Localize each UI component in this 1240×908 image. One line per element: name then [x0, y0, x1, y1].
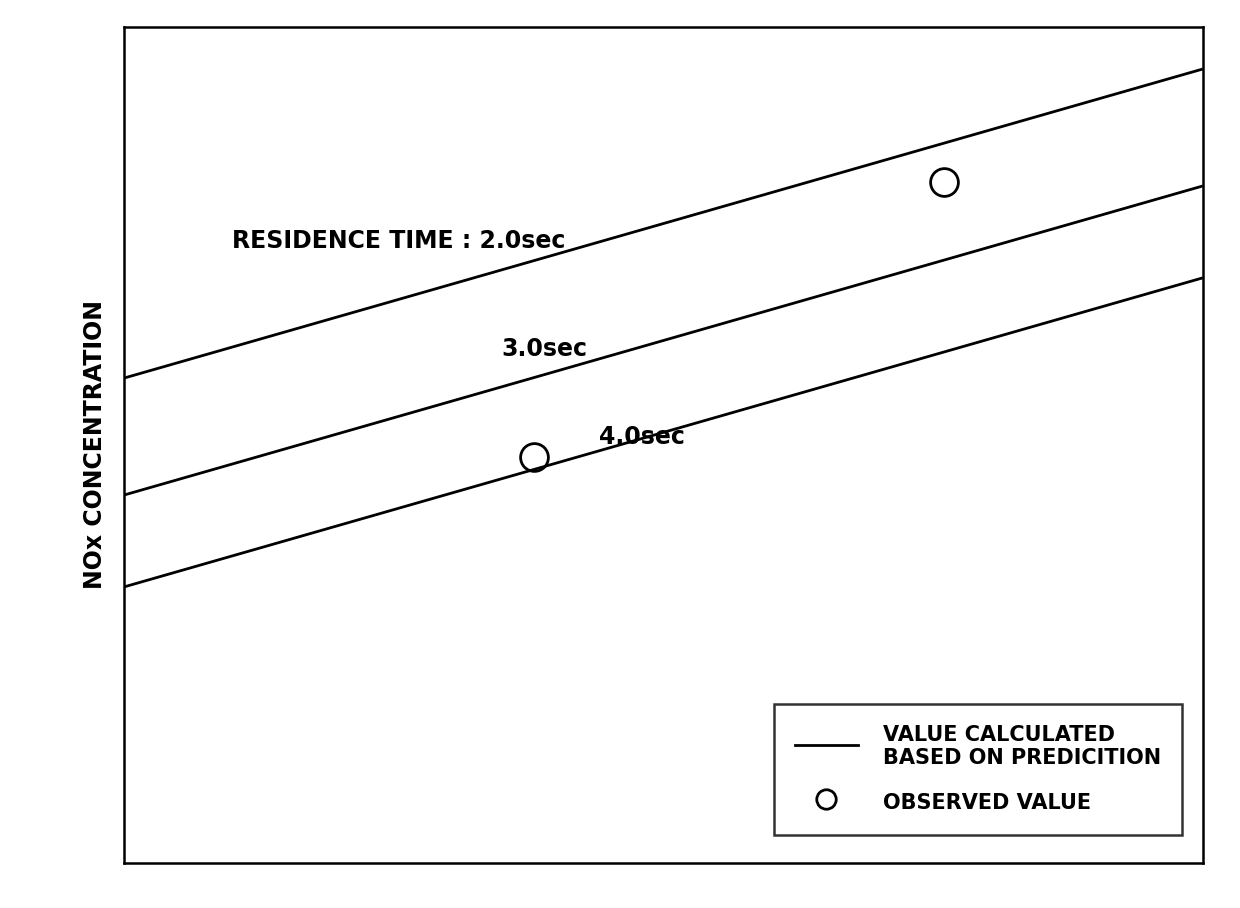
- Y-axis label: NOx CONCENTRATION: NOx CONCENTRATION: [83, 301, 108, 589]
- Text: 3.0sec: 3.0sec: [501, 338, 588, 361]
- Text: 4.0sec: 4.0sec: [599, 425, 684, 449]
- Text: RESIDENCE TIME : 2.0sec: RESIDENCE TIME : 2.0sec: [232, 229, 565, 252]
- Legend: VALUE CALCULATED
BASED ON PREDICITION, OBSERVED VALUE: VALUE CALCULATED BASED ON PREDICITION, O…: [774, 705, 1182, 835]
